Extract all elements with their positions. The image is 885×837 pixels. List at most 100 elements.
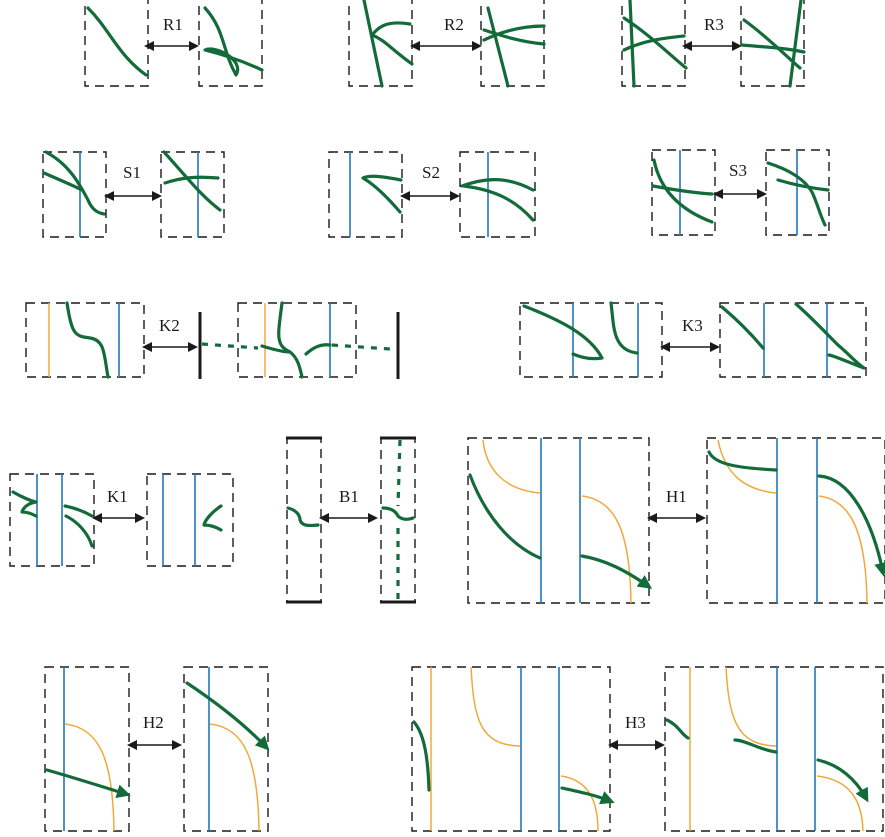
h2-left-frame: [44, 666, 130, 832]
h1-left-strand-b: [580, 554, 653, 589]
k1-right-frame: [146, 473, 234, 567]
r1-right-strand: [203, 6, 264, 77]
k1-left-strand-b: [63, 504, 94, 518]
h3-label: H3: [625, 713, 646, 732]
k2-right-strand-a: [277, 301, 304, 379]
b1-right-strand: [381, 506, 415, 521]
h3-left-frame: [411, 666, 611, 832]
r2-right-strand-b: [482, 28, 546, 46]
move-k2: K2: [25, 301, 400, 379]
r2-left-strand-a: [362, 0, 384, 88]
h1-left-orange-curve-2: [581, 495, 632, 604]
h1-label: H1: [666, 487, 687, 506]
r3-right-strand-b: [740, 43, 806, 54]
move-h1: H1: [467, 437, 885, 604]
s3-right-strand-b: [776, 178, 830, 192]
s2-right-frame: [459, 151, 536, 238]
r3-left-strand-b: [622, 16, 688, 70]
h3-right-strand-b: [733, 738, 778, 754]
h3-left-orange-curve-2: [560, 775, 599, 832]
s1-left-frame: [42, 151, 107, 238]
k3-label: K3: [682, 316, 703, 335]
h1-right-orange-curve-1: [717, 439, 777, 494]
move-h3: H3: [411, 666, 884, 832]
r3-right-strand-a: [788, 0, 803, 88]
s3-label: S3: [729, 161, 747, 180]
s3-left-strand-a: [652, 158, 714, 224]
h3-left-strand-b: [560, 786, 615, 805]
r1-left-strand: [86, 6, 148, 77]
s2-right-strand-a: [460, 178, 535, 192]
k3-left-strand-b: [609, 301, 639, 355]
move-s1: S1: [42, 150, 225, 238]
s1-right-strand-a: [162, 150, 222, 212]
b1-left-strand: [286, 506, 320, 528]
h3-right-orange-curve-2: [816, 775, 864, 832]
k1-right-strand: [202, 504, 223, 532]
r3-right-frame: [740, 0, 805, 87]
k3-left-frame: [519, 302, 663, 378]
move-b1: B1: [286, 436, 416, 604]
r3-left-strand-a: [628, 0, 636, 88]
h1-right-strand-b: [817, 474, 885, 577]
h3-right-strand-a: [665, 718, 690, 740]
h3-right-orange-curve-1: [725, 666, 777, 747]
h1-right-frame: [706, 437, 885, 604]
s2-left-strand: [361, 174, 403, 214]
k1-left-frame: [9, 473, 95, 567]
h1-left-orange-curve-1: [482, 439, 541, 494]
h2-right-orange-curve: [209, 723, 260, 832]
k2-left-strand: [65, 301, 110, 379]
h2-left-strand: [45, 768, 131, 799]
move-k3: K3: [519, 301, 867, 378]
s3-right-strand-a: [766, 161, 827, 227]
k2-dashed-strand-right: [331, 343, 391, 351]
k3-right-strand-a: [720, 305, 765, 350]
b1-label: B1: [339, 487, 359, 506]
h2-left-orange-curve: [64, 723, 115, 832]
h2-right-frame: [183, 666, 269, 832]
r2-right-strand-a: [486, 6, 510, 88]
move-r1: R1: [84, 0, 264, 87]
s1-right-frame: [160, 151, 225, 238]
s1-label: S1: [123, 163, 141, 182]
s1-left-strand-a: [44, 150, 106, 216]
k2-right-strand-c: [304, 343, 332, 356]
r3-right-strand-c: [742, 18, 802, 70]
r2-label: R2: [444, 15, 464, 34]
r1-label: R1: [163, 15, 183, 34]
k2-left-frame: [25, 302, 145, 378]
move-h2: H2: [44, 666, 270, 832]
move-s3: S3: [651, 149, 830, 236]
h3-left-orange-curve-1: [470, 666, 521, 747]
s2-right-strand-b: [462, 184, 535, 222]
move-r2: R2: [348, 0, 546, 88]
k2-right-frame: [237, 302, 357, 378]
k2-right-strand-b: [260, 344, 292, 354]
s1-right-strand-b: [163, 175, 220, 185]
k2-dashed-strand-left: [201, 342, 259, 350]
move-s2: S2: [328, 151, 536, 238]
s2-label: S2: [422, 163, 440, 182]
k3-right-strand-b: [794, 302, 866, 370]
s1-left-strand-b: [42, 171, 84, 192]
k1-label: K1: [107, 487, 128, 506]
r3-label: R3: [704, 15, 724, 34]
s3-left-strand-b: [651, 184, 714, 196]
r1-right-frame: [198, 0, 263, 87]
h3-right-strand-c: [816, 758, 869, 803]
h3-left-strand-a: [412, 720, 431, 792]
b1-right-dashed-upper: [396, 439, 402, 507]
b1-left-frame: [286, 437, 322, 603]
r2-right-strand-c: [482, 24, 546, 42]
k3-right-frame: [719, 302, 867, 378]
move-r3: R3: [621, 0, 806, 88]
k1-left-strand-a: [11, 490, 38, 518]
r2-left-strand-b: [370, 21, 414, 66]
move-k1: K1: [9, 473, 234, 567]
h1-right-orange-curve-2: [818, 495, 868, 604]
h2-right-strand: [185, 681, 270, 751]
h1-right-strand-a: [707, 450, 778, 472]
